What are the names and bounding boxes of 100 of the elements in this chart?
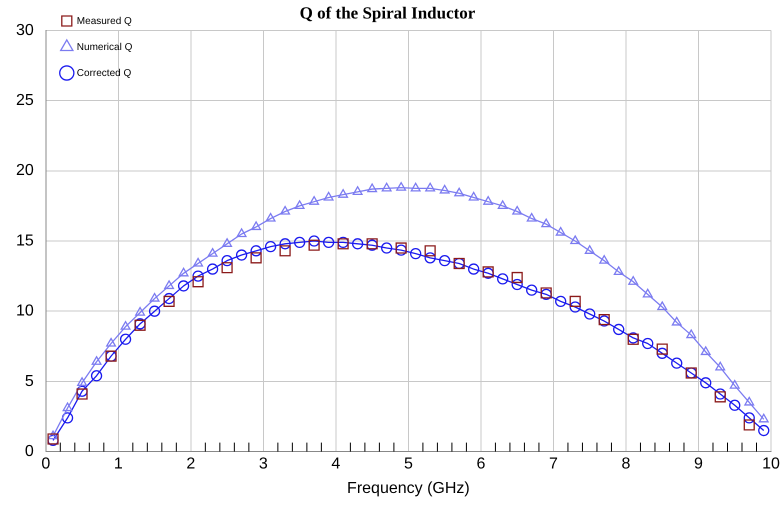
point [264, 240, 276, 252]
point [164, 280, 174, 290]
point [599, 255, 610, 264]
point [744, 419, 755, 431]
point [163, 296, 175, 307]
legend-label: Corrected Q [76, 68, 132, 79]
point [308, 240, 320, 251]
point [613, 324, 624, 336]
x-tick-label: 1 [114, 456, 123, 473]
x-tick-label: 6 [476, 456, 486, 473]
point [570, 296, 581, 307]
point [730, 380, 740, 389]
point [250, 245, 262, 256]
point [715, 362, 726, 371]
point [150, 292, 160, 302]
y-tick-label: 30 [16, 22, 34, 39]
chart-title: Q of the Spiral Inductor [300, 4, 476, 23]
point [700, 377, 712, 388]
point [497, 273, 508, 285]
point [555, 296, 566, 308]
point [280, 245, 291, 256]
y-tick-label: 0 [24, 443, 34, 460]
y-tick-label: 25 [16, 92, 34, 110]
point [163, 292, 175, 304]
point [338, 189, 348, 198]
point [250, 252, 262, 264]
point [76, 386, 88, 397]
point [90, 370, 102, 382]
point [614, 266, 624, 276]
point [512, 278, 523, 290]
point [410, 248, 422, 260]
point [208, 248, 218, 257]
x-tick-label: 7 [548, 456, 558, 473]
point [656, 344, 668, 355]
y-tick-label: 15 [16, 232, 34, 250]
point [324, 192, 334, 201]
point [498, 200, 508, 210]
point [672, 316, 682, 326]
point [526, 212, 537, 222]
point [686, 329, 696, 338]
point [148, 306, 160, 317]
point [192, 270, 204, 282]
point [309, 196, 320, 205]
point [193, 258, 204, 267]
point [468, 263, 480, 275]
point [744, 396, 754, 406]
point [120, 320, 131, 330]
point [294, 200, 305, 210]
point [440, 184, 450, 194]
point [367, 183, 378, 192]
point [700, 346, 711, 356]
point [425, 182, 436, 192]
point [483, 196, 494, 205]
point [584, 245, 595, 254]
point [657, 301, 668, 310]
point [758, 424, 770, 436]
point [222, 238, 232, 247]
point [48, 430, 58, 440]
point [280, 206, 290, 215]
x-tick-label: 4 [331, 456, 340, 473]
point [279, 238, 291, 250]
point [526, 284, 538, 296]
point [512, 272, 523, 284]
point [120, 334, 132, 345]
legend-label: Numerical Q [76, 42, 133, 53]
point [178, 268, 189, 276]
point [512, 206, 522, 215]
legend-label: Measured Q [76, 16, 132, 27]
y-tick-label: 10 [16, 302, 34, 320]
point [714, 391, 726, 402]
point [729, 400, 740, 411]
point [396, 182, 406, 191]
point [352, 238, 364, 250]
x-tick-label: 2 [186, 456, 196, 473]
y-tick-label: 5 [24, 372, 34, 390]
point [556, 226, 566, 236]
point [642, 338, 654, 350]
point [570, 301, 581, 313]
point [382, 182, 392, 192]
x-axis-title: Frequency (GHz) [347, 480, 470, 497]
point [135, 306, 146, 316]
point [221, 255, 233, 266]
point [671, 358, 682, 369]
x-tick-label: 8 [622, 456, 631, 473]
point [62, 402, 73, 412]
point [656, 348, 668, 359]
point [294, 236, 306, 248]
x-tick-label: 9 [694, 456, 704, 473]
point [628, 276, 638, 285]
point [266, 212, 276, 222]
point [77, 377, 88, 386]
point [178, 280, 190, 292]
point [454, 188, 464, 196]
point [222, 262, 233, 274]
x-tick-label: 0 [41, 456, 50, 473]
point [92, 356, 102, 365]
x-tick-label: 3 [258, 456, 268, 473]
point [62, 412, 74, 424]
point [206, 263, 218, 275]
point [541, 218, 552, 228]
